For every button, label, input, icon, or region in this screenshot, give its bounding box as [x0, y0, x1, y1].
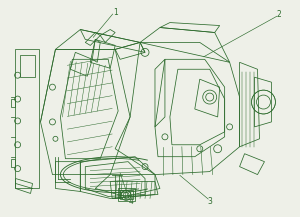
Text: 4: 4	[128, 197, 133, 206]
Text: 3: 3	[207, 197, 212, 206]
Text: 2: 2	[276, 10, 281, 19]
Text: 1: 1	[113, 8, 118, 17]
